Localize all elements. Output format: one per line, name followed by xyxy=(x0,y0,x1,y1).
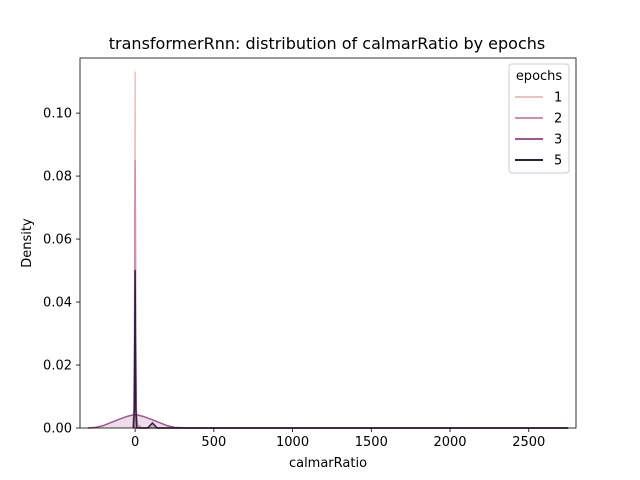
x-tick-label: 1000 xyxy=(276,435,309,450)
legend-label-3: 3 xyxy=(554,133,562,148)
plot-area xyxy=(79,57,577,429)
x-tick-label: 500 xyxy=(201,435,226,450)
y-tick-label: 0.04 xyxy=(43,296,72,311)
legend-title: epochs xyxy=(516,69,563,84)
plot-background xyxy=(80,58,576,428)
legend-items: 1 2 3 5 xyxy=(515,91,562,169)
legend-label-2: 2 xyxy=(554,112,562,127)
y-tick-label: 0.00 xyxy=(43,422,72,437)
x-axis: 0 500 1000 1500 2000 2500 xyxy=(131,428,545,450)
legend: epochs 1 2 3 5 xyxy=(508,63,570,174)
plot-frame xyxy=(79,57,577,429)
y-axis-label: Density xyxy=(20,218,35,268)
x-tick-label: 1500 xyxy=(355,435,388,450)
y-tick-label: 0.02 xyxy=(43,359,72,374)
x-tick-label: 2500 xyxy=(512,435,545,450)
y-axis: 0.00 0.02 0.04 0.06 0.08 0.10 xyxy=(43,107,80,437)
x-tick-label: 0 xyxy=(131,435,139,450)
x-axis-label: calmarRatio xyxy=(289,456,367,471)
legend-label-5: 5 xyxy=(554,154,562,169)
chart-title: transformerRnn: distribution of calmarRa… xyxy=(109,34,545,53)
x-tick-label: 2000 xyxy=(433,435,466,450)
y-tick-label: 0.08 xyxy=(43,170,72,185)
y-tick-label: 0.10 xyxy=(43,107,72,122)
legend-label-1: 1 xyxy=(554,91,562,106)
y-tick-label: 0.06 xyxy=(43,233,72,248)
